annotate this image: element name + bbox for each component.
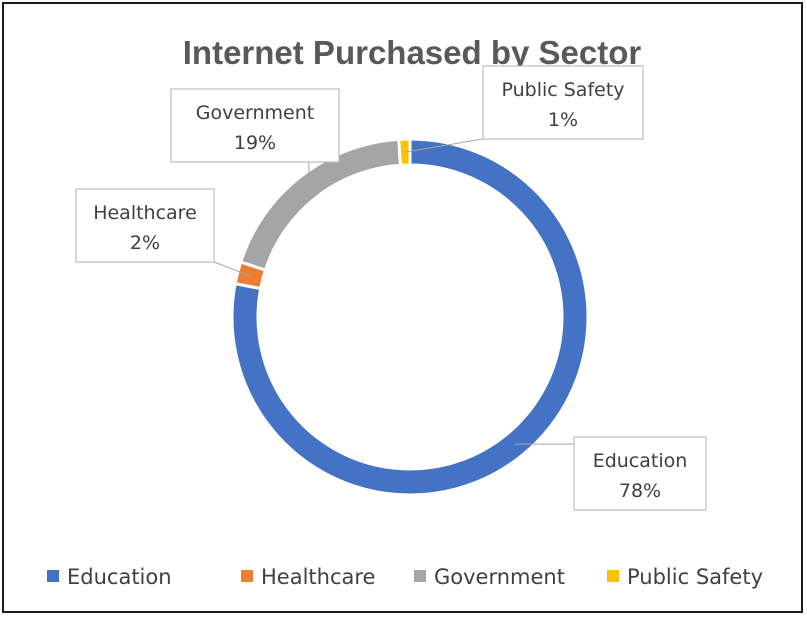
legend-swatch	[47, 570, 59, 582]
legend-label: Healthcare	[261, 565, 375, 589]
slice-education	[230, 137, 590, 497]
data-label-education: Education 78%	[573, 436, 707, 511]
legend-label: Education	[67, 565, 172, 589]
chart-title: Internet Purchased by Sector	[183, 34, 642, 71]
data-label-box	[482, 65, 644, 140]
legend: Education Healthcare Government Public Safe…	[47, 565, 763, 589]
data-label-box	[75, 188, 215, 263]
legend-item-education: Education	[47, 565, 172, 589]
leader-public-safety	[404, 138, 484, 153]
data-label-category: Government	[196, 102, 315, 124]
data-label-value: 78%	[619, 480, 661, 502]
data-label-category: Healthcare	[93, 202, 197, 224]
donut-ring	[230, 137, 590, 497]
data-label-value: 1%	[548, 109, 578, 131]
donut-chart: Internet Purchased by Sector Education 78…	[47, 34, 763, 589]
data-label-value: 19%	[234, 132, 276, 154]
legend-item-government: Government	[414, 565, 565, 589]
data-label-value: 2%	[130, 232, 160, 254]
leader-healthcare	[213, 261, 251, 277]
data-labels: Education 78% Healthcare 2% Government 19% Pub…	[75, 65, 707, 511]
data-label-public-safety: Public Safety 1%	[482, 65, 644, 140]
legend-swatch	[241, 570, 253, 582]
legend-label: Public Safety	[627, 565, 763, 589]
slice-public-safety	[397, 137, 412, 167]
data-label-category: Education	[593, 450, 688, 472]
legend-swatch	[414, 570, 426, 582]
data-label-government: Government 19%	[170, 88, 340, 163]
legend-item-healthcare: Healthcare	[241, 565, 375, 589]
data-label-healthcare: Healthcare 2%	[75, 188, 215, 263]
legend-label: Government	[434, 565, 565, 589]
data-label-box	[170, 88, 340, 163]
legend-item-public-safety: Public Safety	[607, 565, 763, 589]
leader-lines	[213, 138, 574, 445]
data-label-category: Public Safety	[501, 79, 624, 101]
data-label-box	[573, 436, 707, 511]
legend-swatch	[607, 570, 619, 582]
